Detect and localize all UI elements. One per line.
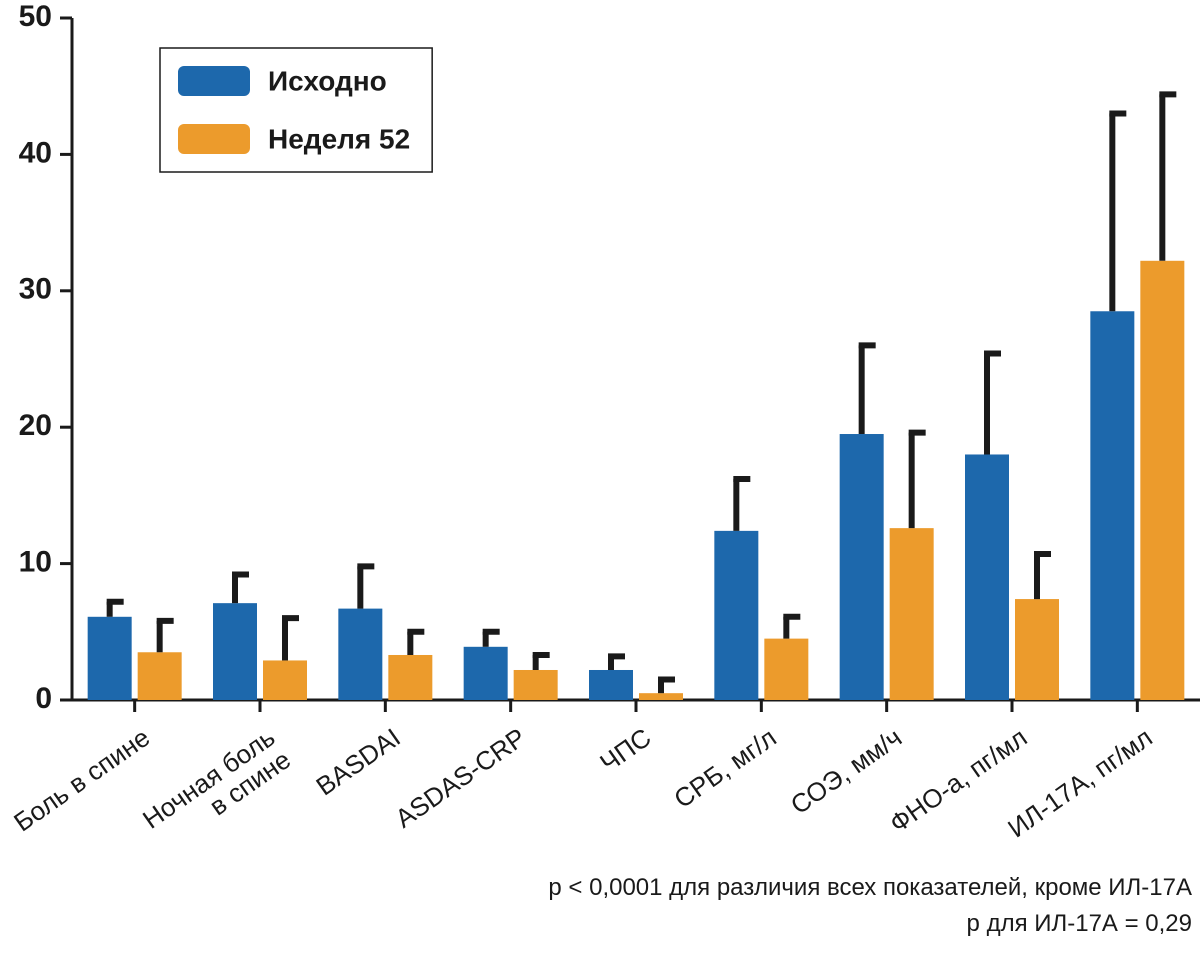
bar: [338, 609, 382, 700]
bar: [138, 652, 182, 700]
bar: [514, 670, 558, 700]
legend-swatch: [178, 124, 250, 154]
bar: [840, 434, 884, 700]
y-tick-label: 30: [19, 273, 52, 306]
bar: [88, 617, 132, 700]
bar: [589, 670, 633, 700]
bar: [965, 454, 1009, 700]
bar: [1140, 261, 1184, 700]
y-tick-label: 10: [19, 546, 52, 579]
chart-svg: 01020304050Боль в спинеНочная больв спин…: [0, 0, 1200, 963]
y-tick-label: 50: [19, 0, 52, 33]
legend-label: Исходно: [268, 65, 387, 96]
bar: [1015, 599, 1059, 700]
legend-swatch: [178, 66, 250, 96]
bar: [388, 655, 432, 700]
y-tick-label: 0: [35, 682, 52, 715]
bar: [464, 647, 508, 700]
bar: [213, 603, 257, 700]
bar: [890, 528, 934, 700]
legend-label: Неделя 52: [268, 123, 410, 154]
bar: [263, 660, 307, 700]
grouped-bar-chart: 01020304050Боль в спинеНочная больв спин…: [0, 0, 1200, 963]
bar: [639, 693, 683, 700]
y-tick-label: 20: [19, 409, 52, 442]
y-tick-label: 40: [19, 136, 52, 169]
bar: [1090, 311, 1134, 700]
bar: [764, 639, 808, 700]
footnote: p для ИЛ-17А = 0,29: [967, 910, 1192, 937]
footnote: p < 0,0001 для различия всех показателей…: [548, 874, 1192, 901]
bar: [714, 531, 758, 700]
